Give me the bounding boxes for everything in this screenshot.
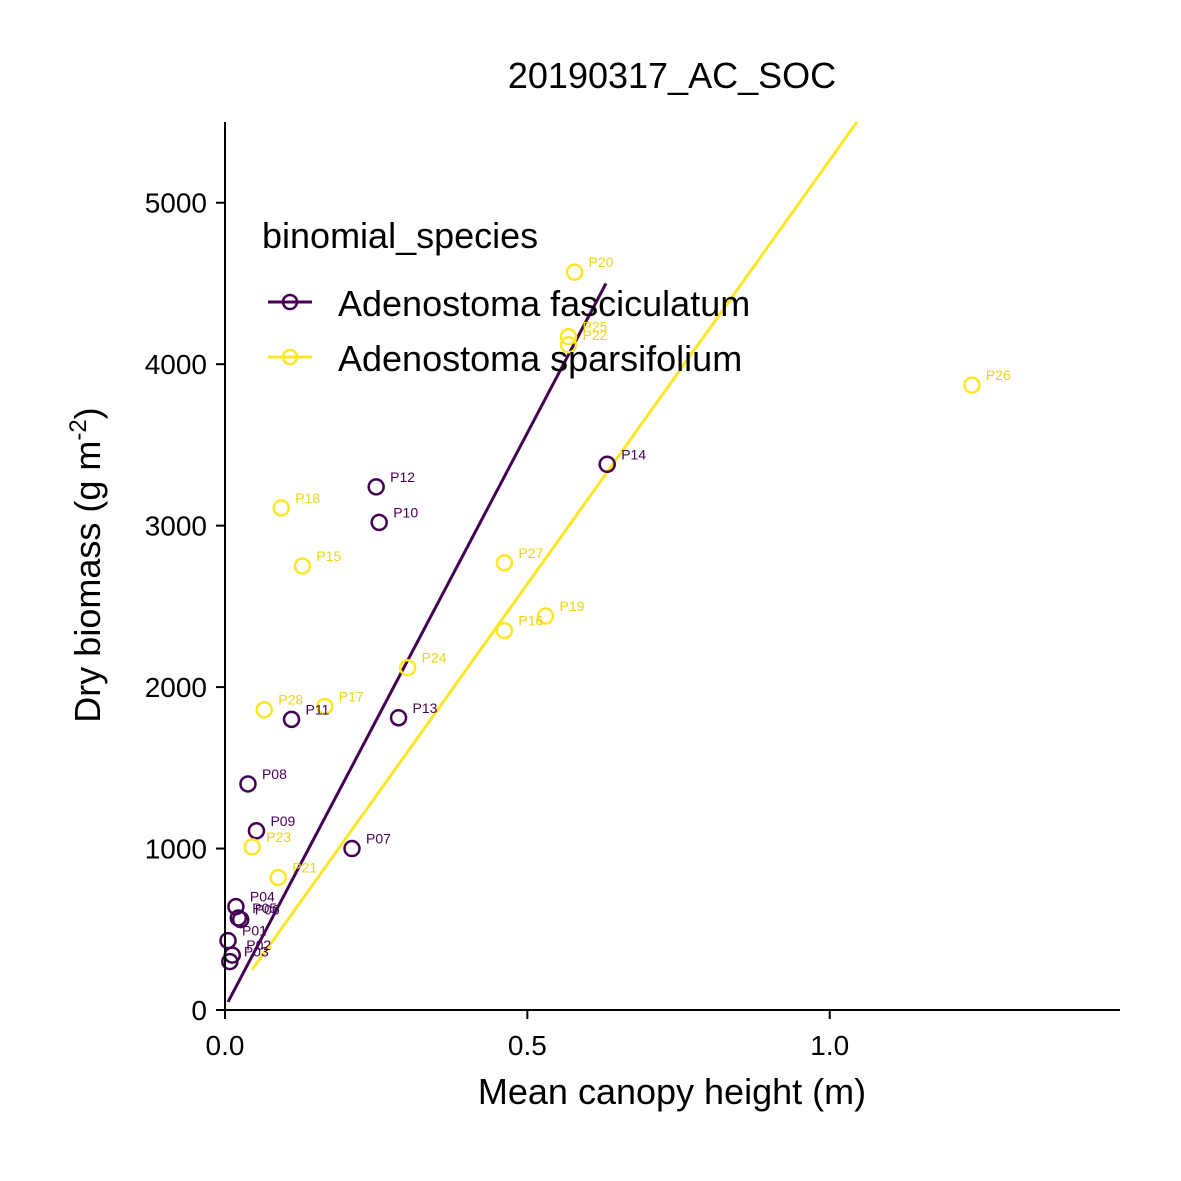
point-label-p19: P19 (560, 598, 585, 614)
x-tick-label: 0.5 (508, 1030, 547, 1061)
legend-key-marker (281, 348, 299, 366)
point-label-p06: P06 (255, 902, 280, 918)
y-tick-label: 2000 (145, 672, 207, 703)
y-tick-label: 5000 (145, 188, 207, 219)
point-label-p23: P23 (266, 829, 291, 845)
data-point-p03 (221, 952, 239, 971)
point-label-p08: P08 (262, 766, 287, 782)
data-point-p11 (282, 710, 301, 729)
data-point-p06 (231, 910, 250, 929)
data-point-p26 (963, 376, 981, 394)
point-label-p02: P02 (246, 937, 271, 953)
point-label-p18: P18 (295, 490, 320, 506)
data-point-p12 (367, 478, 385, 496)
legend: binomial_species Adenostoma fasciculatum… (262, 215, 750, 379)
point-label-p20: P20 (589, 254, 614, 270)
point-label-p15: P15 (316, 548, 341, 564)
legend-title: binomial_species (262, 215, 538, 256)
data-point-p28 (255, 700, 274, 719)
data-point-p22 (559, 336, 578, 354)
y-tick-label: 1000 (145, 834, 207, 865)
data-point-p18 (272, 499, 290, 517)
point-label-p09: P09 (270, 813, 295, 829)
data-point-p24 (398, 658, 417, 677)
legend-label-adenostoma-sparsifolium: Adenostoma sparsifolium (338, 338, 742, 379)
data-point-p16 (495, 621, 514, 640)
data-point-p20 (565, 263, 584, 281)
legend-key-adenostoma-fasciculatum: Adenostoma fasciculatum (268, 283, 750, 324)
point-label-p25: P25 (582, 319, 607, 335)
point-label-p01: P01 (242, 923, 267, 939)
fit-line-series-1 (250, 121, 859, 971)
x-tick-label: 0.0 (206, 1030, 245, 1061)
point-label-p16: P16 (518, 613, 543, 629)
point-label-p24: P24 (422, 650, 447, 666)
x-axis-title: Mean canopy height (m) (478, 1071, 866, 1112)
data-point-p23 (243, 838, 261, 856)
data-point-p13 (389, 709, 408, 727)
point-label-p17: P17 (339, 688, 364, 704)
fit-lines (226, 121, 859, 1003)
point-label-p10: P10 (393, 504, 418, 520)
data-point-p21 (269, 868, 287, 887)
y-tick-label: 4000 (145, 349, 207, 380)
fit-line-series-0 (226, 282, 608, 1003)
axes: 0.0 0.5 1.0 0 1000 2000 3000 4000 5000 (145, 122, 1120, 1061)
point-label-p07: P07 (366, 831, 391, 847)
point-label-p13: P13 (413, 700, 438, 716)
y-axis-title-superscript: -2 (65, 419, 92, 440)
y-axis-title-main: Dry biomass (g m (67, 441, 108, 723)
y-axis-title-close: ) (67, 407, 108, 419)
point-label-p27: P27 (518, 545, 543, 561)
y-axis-title: Dry biomass (g m-2) (65, 407, 108, 722)
point-label-p26: P26 (986, 367, 1011, 383)
point-label-p12: P12 (390, 469, 415, 485)
data-point-p27 (495, 554, 514, 572)
data-point-p10 (370, 513, 388, 532)
legend-key-adenostoma-sparsifolium: Adenostoma sparsifolium (268, 338, 742, 379)
point-label-p21: P21 (292, 860, 317, 876)
data-point-p15 (293, 557, 312, 575)
y-tick-label: 3000 (145, 511, 207, 542)
y-ticks: 0 1000 2000 3000 4000 5000 (145, 188, 225, 1026)
data-point-p08 (239, 775, 257, 793)
point-label-p04: P04 (250, 889, 275, 905)
data-point-p07 (343, 839, 361, 858)
legend-label-adenostoma-fasciculatum: Adenostoma fasciculatum (338, 283, 750, 324)
data-point-p09 (247, 822, 266, 840)
data-point-p17 (316, 697, 334, 716)
point-label-p22: P22 (582, 327, 607, 343)
x-tick-label: 1.0 (810, 1030, 849, 1061)
data-point-p14 (598, 455, 616, 474)
point-label-p03: P03 (244, 944, 269, 960)
x-ticks: 0.0 0.5 1.0 (206, 1010, 849, 1061)
chart-title: 20190317_AC_SOC (508, 55, 836, 96)
y-tick-label: 0 (191, 995, 207, 1026)
legend-key-marker (281, 293, 299, 311)
data-point-p19 (536, 607, 555, 625)
point-label-p14: P14 (621, 446, 646, 462)
points-layer (219, 263, 981, 971)
point-label-p05: P05 (252, 900, 277, 916)
point-label-p28: P28 (278, 692, 303, 708)
data-point-p25 (559, 327, 578, 346)
point-label-p11: P11 (306, 701, 330, 717)
